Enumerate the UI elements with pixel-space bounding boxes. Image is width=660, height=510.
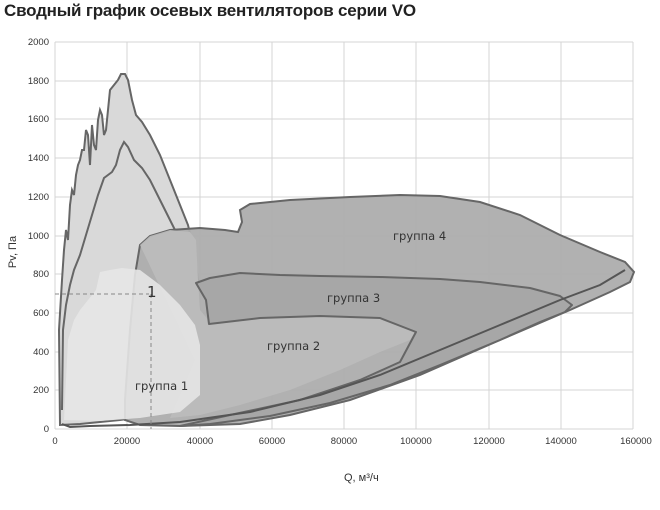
group3-region xyxy=(179,272,573,427)
x-axis-ticks: 0 20000 40000 60000 80000 100000 120000 … xyxy=(52,436,652,447)
svg-text:1000: 1000 xyxy=(28,231,49,242)
svg-text:800: 800 xyxy=(33,269,49,280)
y-axis-ticks: 2000 1800 1600 1400 1200 1000 800 600 40… xyxy=(28,37,49,435)
y-axis-label: Pv, Па xyxy=(7,235,19,268)
svg-text:400: 400 xyxy=(33,347,49,358)
svg-text:600: 600 xyxy=(33,308,49,319)
svg-text:80000: 80000 xyxy=(331,436,357,447)
group2-label: группа 2 xyxy=(267,339,320,353)
svg-text:200: 200 xyxy=(33,385,49,396)
svg-text:100000: 100000 xyxy=(400,436,432,447)
svg-text:60000: 60000 xyxy=(259,436,285,447)
svg-text:160000: 160000 xyxy=(620,436,652,447)
bottom-boundary xyxy=(61,269,626,429)
chart-title: Сводный график осевых вентиляторов серии… xyxy=(4,1,416,20)
svg-text:2000: 2000 xyxy=(28,37,49,48)
svg-text:0: 0 xyxy=(52,436,57,447)
svg-text:20000: 20000 xyxy=(114,436,140,447)
svg-text:1400: 1400 xyxy=(28,153,49,164)
group3-label: группа 3 xyxy=(327,291,380,305)
point1-label: 1 xyxy=(147,283,157,301)
svg-text:40000: 40000 xyxy=(187,436,213,447)
group4-label: группа 4 xyxy=(393,229,446,243)
group1-label: группа 1 xyxy=(135,379,188,393)
point1-guides xyxy=(55,293,152,429)
svg-text:1200: 1200 xyxy=(28,192,49,203)
svg-text:0: 0 xyxy=(44,424,49,435)
svg-text:140000: 140000 xyxy=(545,436,577,447)
group1-inner-curve xyxy=(61,140,197,411)
group1-inner-region xyxy=(64,268,200,421)
svg-text:1600: 1600 xyxy=(28,114,49,125)
x-axis-label: Q, м³/ч xyxy=(344,472,379,484)
svg-text:120000: 120000 xyxy=(473,436,505,447)
svg-text:1800: 1800 xyxy=(28,76,49,87)
group2-region xyxy=(140,230,416,418)
